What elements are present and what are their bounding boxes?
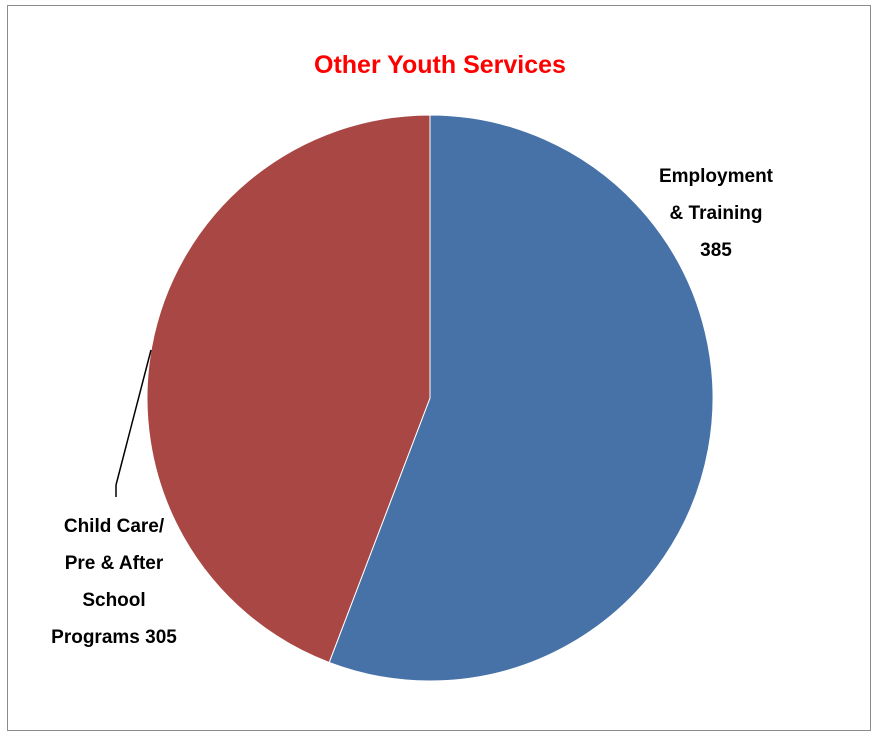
slice-label-line: 385 <box>700 240 732 261</box>
slice-label-0: Employment & Training 385 <box>659 166 774 261</box>
slice-label-line: Child Care/ <box>64 516 165 537</box>
slice-label-line: & Training <box>670 203 763 224</box>
slice-label-line: Pre & After <box>65 553 164 574</box>
pie-slice-1 <box>146 114 431 664</box>
pie-slices <box>146 114 714 682</box>
pie-slice-0 <box>328 114 714 682</box>
slice-label-line: School <box>82 590 145 611</box>
chart-title: Other Youth Services <box>314 51 566 79</box>
slice-labels: Employment & Training 385 Child Care/Pre & … <box>51 166 774 648</box>
leader-line <box>115 349 152 486</box>
slice-label-line: Employment <box>659 166 774 187</box>
slice-label-1: Child Care/Pre & After School Programs 305 <box>51 516 177 648</box>
slice-label-line: Programs 305 <box>51 627 177 648</box>
